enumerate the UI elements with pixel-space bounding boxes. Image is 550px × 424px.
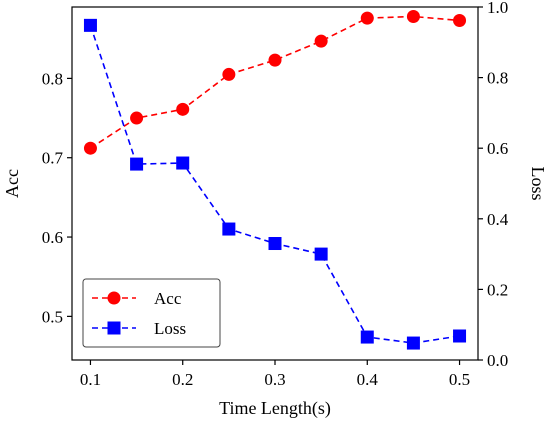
y-left-tick-label: 0.5 — [42, 307, 63, 326]
x-tick-label: 0.2 — [172, 370, 193, 389]
legend-label-loss: Loss — [154, 319, 186, 338]
data-point-loss — [176, 156, 190, 170]
y-right-tick-label: 0.0 — [487, 351, 508, 370]
series-line-acc — [90, 15, 460, 149]
data-point-loss — [130, 157, 144, 171]
data-point-loss — [406, 336, 420, 350]
data-point-acc — [222, 67, 236, 81]
y-right-tick-label: 0.4 — [487, 210, 509, 229]
x-tick-label: 0.1 — [80, 370, 101, 389]
y-axis-left-label: Acc — [2, 169, 22, 198]
y-left-tick-label: 0.8 — [42, 69, 63, 88]
data-point-acc — [268, 53, 282, 67]
data-point-acc — [360, 11, 374, 25]
y-left-tick-label: 0.7 — [42, 149, 64, 168]
data-point-loss — [360, 330, 374, 344]
data-point-loss — [453, 329, 467, 343]
legend-marker-loss — [107, 321, 121, 335]
series-loss — [83, 18, 467, 350]
legend-label-acc: Acc — [154, 289, 182, 308]
data-point-loss — [268, 237, 282, 251]
legend-marker-acc — [107, 291, 121, 305]
data-point-acc — [314, 34, 328, 48]
data-point-acc — [130, 111, 144, 125]
y-right-tick-label: 1.0 — [487, 0, 508, 17]
x-tick-label: 0.3 — [264, 370, 285, 389]
data-point-loss — [314, 247, 328, 261]
legend-box — [82, 278, 221, 348]
x-axis-label: Time Length(s) — [219, 398, 331, 419]
y-axis-right-label: Loss — [528, 166, 548, 200]
data-point-acc — [83, 141, 97, 155]
y-right-tick-label: 0.8 — [487, 69, 508, 88]
y-left-tick-label: 0.6 — [42, 228, 63, 247]
data-point-acc — [453, 13, 467, 27]
ticks-layer: 0.1 0.2 0.3 0.4 0.5 0.5 0.6 0.7 0.8 0.0 0.2 0.4 0.6 0… — [42, 0, 509, 389]
data-point-acc — [406, 10, 420, 24]
series-acc — [83, 10, 467, 155]
x-tick-label: 0.5 — [449, 370, 470, 389]
legend: Acc Loss — [82, 278, 221, 348]
data-point-loss — [83, 18, 97, 32]
y-right-tick-label: 0.2 — [487, 280, 508, 299]
data-point-loss — [222, 222, 236, 236]
x-tick-label: 0.4 — [357, 370, 379, 389]
data-point-acc — [176, 102, 190, 116]
series-layer — [83, 10, 467, 350]
y-right-tick-label: 0.6 — [487, 139, 508, 158]
